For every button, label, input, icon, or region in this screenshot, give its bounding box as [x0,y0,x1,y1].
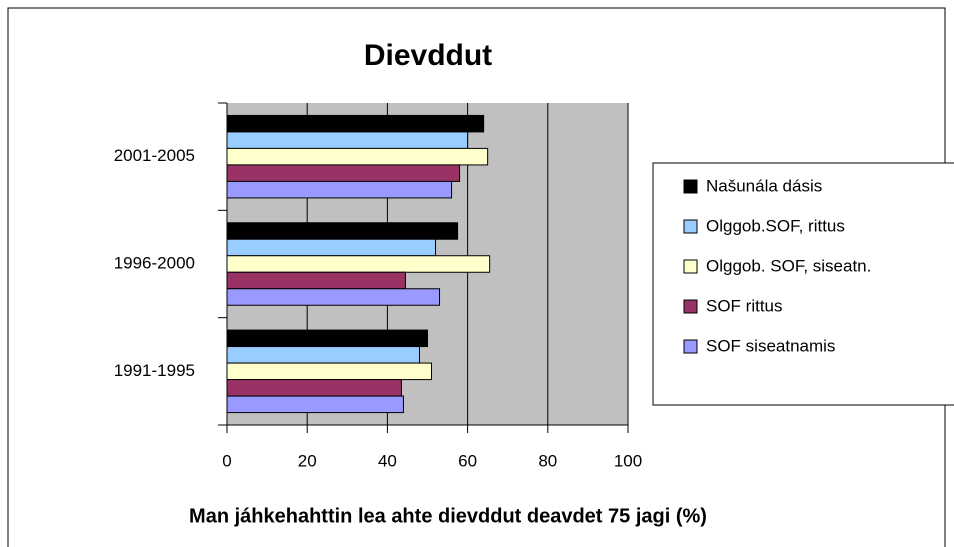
bar [226,329,428,348]
bar [226,114,485,133]
legend-label: Našunála dásis [706,176,822,195]
bar [226,271,406,290]
bar [226,395,404,414]
y-tick-label: 2001-2005 [114,146,195,165]
bar [226,131,469,149]
x-tick-label: 60 [458,451,477,470]
bar [226,379,402,397]
bar [226,147,489,166]
legend-swatch [683,339,698,354]
bar [226,238,437,257]
legend-label: SOF rittus [706,296,783,315]
legend-label: SOF siseatnamis [706,336,835,355]
x-tick-label: 0 [222,451,231,470]
bar [226,222,459,240]
x-axis-title: Man jáhkehahttin lea ahte dievddut deavd… [189,505,707,527]
y-tick-label: 1991-1995 [114,361,195,380]
chart-title: Dievddut [364,39,492,72]
x-tick-label: 20 [298,451,317,470]
legend-label: Olggob.SOF, rittus [706,216,845,235]
x-tick-label: 100 [614,451,642,470]
bar [226,255,491,273]
x-tick-label: 80 [538,451,557,470]
legend-swatch [683,219,698,234]
bar [226,180,453,199]
bar [226,164,461,182]
bar [226,362,433,381]
legend-box [652,162,954,406]
legend-swatch [683,299,698,314]
y-tick-label: 1996-2000 [114,253,195,272]
legend-swatch [683,259,698,274]
legend-swatch [683,179,698,194]
legend-label: Olggob. SOF, siseatn. [706,256,871,275]
bar [226,346,420,364]
bar [226,288,441,306]
x-tick-label: 40 [378,451,397,470]
